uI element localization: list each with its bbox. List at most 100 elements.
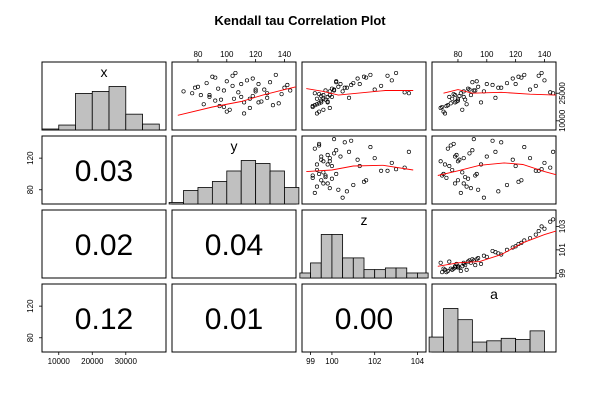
point-a-x-32 — [539, 70, 544, 76]
point-z-y-5 — [325, 162, 330, 167]
point-z-x-15 — [338, 82, 343, 87]
hist-bar-y-4 — [226, 170, 242, 205]
point-a-x-26 — [465, 86, 471, 91]
point-a-x-16 — [473, 88, 478, 93]
point-a-y-28 — [445, 146, 450, 151]
point-a-y-40 — [519, 178, 524, 183]
point-z-y-29 — [351, 182, 356, 188]
point-z-y-23 — [336, 187, 341, 192]
point-z-x-38 — [334, 79, 339, 84]
point-a-z-9 — [458, 268, 463, 274]
point-y-x-31 — [181, 89, 186, 94]
point-a-z-45 — [513, 244, 518, 249]
point-a-z-18 — [533, 232, 538, 237]
point-z-y-7 — [317, 171, 322, 177]
panel-grid: x y z a 0.03 0.02 0.04 0.12 0.01 0.00 10000 20000 30… — [26, 50, 567, 366]
point-a-y-15 — [484, 154, 489, 159]
point-z-y-27 — [402, 165, 407, 170]
panel-frame-0-3 — [431, 61, 557, 131]
point-y-x-19 — [265, 95, 270, 100]
point-y-x-36 — [253, 87, 258, 92]
corr-value-y-x: 0.03 — [75, 155, 133, 188]
point-a-y-5 — [478, 162, 484, 167]
smooth-line-a-y — [437, 162, 557, 176]
point-y-x-34 — [285, 82, 290, 88]
point-a-y-2 — [444, 175, 449, 180]
point-y-x-14 — [201, 102, 206, 107]
point-z-y-39 — [317, 143, 322, 148]
point-y-x-39 — [276, 101, 281, 106]
hist-bar-z-5 — [352, 257, 365, 279]
hist-bar-z-7 — [374, 269, 386, 279]
point-z-x-8 — [355, 76, 360, 81]
tick-label-a-left-1: 120 — [26, 299, 35, 313]
point-a-x-23 — [476, 84, 481, 89]
point-z-x-28 — [312, 103, 317, 108]
panel-frame-3-0 — [41, 283, 167, 353]
point-y-x-13 — [239, 94, 244, 99]
point-z-x-41 — [321, 96, 326, 101]
point-a-x-37 — [468, 93, 473, 98]
point-z-x-24 — [389, 78, 394, 83]
point-a-x-40 — [519, 75, 524, 80]
point-z-x-45 — [357, 82, 362, 87]
point-y-x-26 — [216, 86, 221, 91]
hist-bar-x-4 — [108, 86, 127, 131]
point-z-y-49 — [319, 154, 324, 159]
tick-label-z-bottom-1: 100 — [325, 357, 339, 366]
point-y-x-45 — [239, 82, 244, 87]
point-a-z-32 — [539, 224, 544, 229]
hist-bar-x-3 — [91, 91, 110, 131]
point-a-x-8 — [510, 76, 515, 81]
point-a-y-13 — [447, 163, 452, 169]
point-z-x-13 — [329, 94, 334, 99]
panel-frame-3-2 — [301, 283, 427, 353]
corr-value-a-z: 0.00 — [335, 303, 393, 336]
point-a-y-4 — [453, 181, 458, 186]
point-z-x-39 — [317, 101, 322, 106]
point-a-z-34 — [490, 248, 495, 254]
point-a-z-49 — [453, 265, 458, 270]
point-a-x-49 — [453, 100, 458, 105]
point-z-y-11 — [319, 178, 324, 183]
hist-bar-a-0 — [428, 336, 444, 353]
point-y-x-15 — [256, 82, 261, 87]
point-a-y-33 — [463, 175, 468, 180]
point-z-y-43 — [406, 149, 411, 154]
tick-label-x-bottom-2: 30000 — [115, 357, 138, 366]
point-a-x-46 — [461, 94, 466, 99]
panel-frame-0-1 — [171, 61, 297, 131]
point-y-x-4 — [207, 93, 212, 98]
tick-label-y-top-1: 100 — [220, 50, 234, 59]
point-z-x-17 — [327, 105, 332, 110]
point-y-x-21 — [279, 92, 284, 97]
point-z-y-42 — [344, 189, 349, 194]
tick-label-y-top-2: 120 — [249, 50, 263, 59]
point-a-y-43 — [551, 149, 556, 154]
point-z-x-32 — [394, 70, 399, 76]
point-z-x-29 — [351, 81, 356, 86]
point-y-x-24 — [244, 78, 250, 83]
hist-bar-x-2 — [75, 93, 93, 131]
point-z-y-32 — [394, 167, 399, 172]
point-a-x-47 — [471, 88, 476, 93]
point-a-x-42 — [496, 85, 501, 90]
tick-label-a-top-3: 140 — [538, 50, 552, 59]
corr-value-a-y: 0.01 — [205, 303, 263, 336]
point-a-x-36 — [527, 87, 533, 92]
point-z-x-40 — [364, 75, 369, 80]
point-z-x-21 — [317, 92, 322, 97]
point-y-x-8 — [250, 76, 255, 81]
point-z-y-0 — [314, 167, 320, 173]
point-z-y-22 — [321, 170, 326, 175]
point-y-x-35 — [242, 111, 247, 116]
hist-bar-y-2 — [197, 187, 213, 205]
point-a-z-11 — [455, 265, 461, 270]
point-z-y-13 — [329, 163, 334, 169]
point-a-z-13 — [447, 259, 452, 264]
point-y-x-22 — [227, 107, 232, 112]
point-a-y-19 — [493, 149, 498, 154]
hist-bar-z-3 — [331, 234, 344, 279]
point-z-y-47 — [332, 137, 337, 142]
point-a-x-22 — [460, 107, 465, 112]
